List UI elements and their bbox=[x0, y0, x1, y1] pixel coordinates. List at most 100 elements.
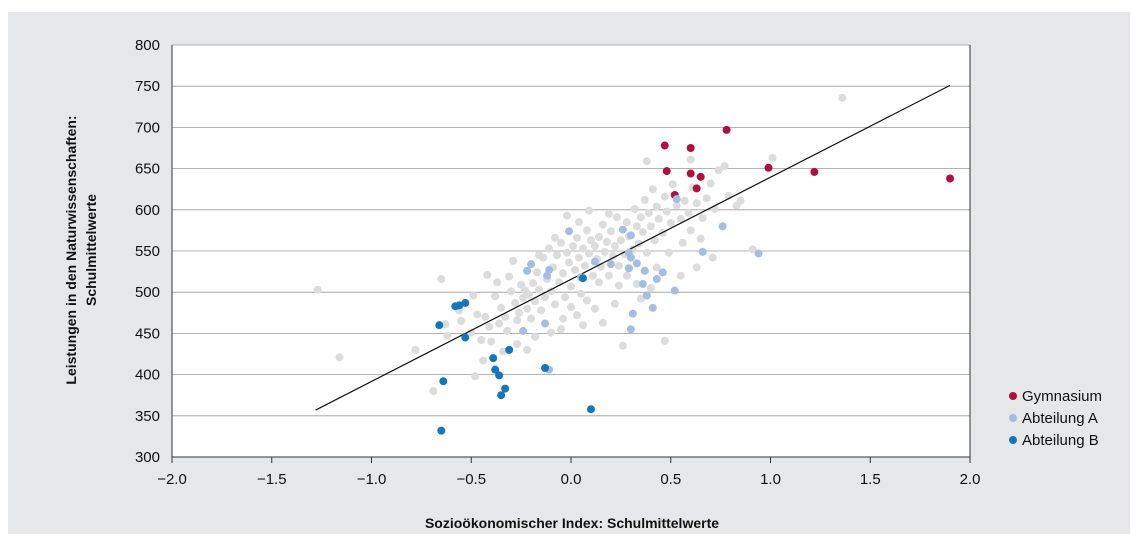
scatter-point-other bbox=[708, 253, 717, 262]
scatter-point-other bbox=[692, 199, 701, 208]
scatter-point-abteilung-a bbox=[527, 260, 536, 269]
scatter-point-abteilung-a bbox=[543, 271, 552, 280]
scatter-point-gymnasium bbox=[946, 174, 955, 183]
scatter-point-other bbox=[650, 236, 659, 245]
scatter-point-abteilung-a bbox=[590, 257, 599, 266]
y-tick-label: 450 bbox=[135, 325, 160, 342]
scatter-point-other bbox=[437, 275, 446, 284]
scatter-point-other bbox=[469, 291, 478, 300]
x-tick-label: −0.5 bbox=[456, 471, 486, 488]
scatter-point-other bbox=[632, 279, 641, 288]
scatter-point-abteilung-b bbox=[489, 354, 498, 363]
scatter-point-abteilung-b bbox=[437, 426, 446, 435]
scatter-point-abteilung-a bbox=[670, 286, 679, 295]
scatter-point-other bbox=[511, 298, 520, 307]
scatter-point-other bbox=[630, 204, 639, 213]
scatter-point-abteilung-b bbox=[461, 298, 470, 307]
scatter-point-other bbox=[588, 271, 597, 280]
scatter-point-abteilung-b bbox=[491, 365, 500, 374]
scatter-point-other bbox=[507, 287, 516, 296]
scatter-point-other bbox=[748, 245, 757, 254]
scatter-point-other bbox=[698, 214, 707, 223]
scatter-point-other bbox=[537, 306, 546, 315]
scatter-point-other bbox=[499, 347, 508, 356]
scatter-point-gymnasium bbox=[696, 172, 705, 181]
x-axis-title: Sozioökonomischer Index: Schulmittelwert… bbox=[425, 515, 719, 531]
legend-marker-abteilung-a bbox=[1009, 414, 1017, 422]
scatter-point-other bbox=[513, 316, 522, 325]
scatter-point-abteilung-b bbox=[461, 333, 470, 342]
scatter-point-other bbox=[606, 227, 615, 236]
scatter-point-other bbox=[563, 248, 572, 257]
scatter-point-other bbox=[652, 263, 661, 272]
scatter-point-other bbox=[335, 353, 344, 362]
scatter-point-other bbox=[838, 93, 847, 102]
tick-labels: 300 350 400 450 500 550 600 650 700 750 800 −2.0 −1.… bbox=[135, 37, 980, 488]
scatter-point-other bbox=[580, 261, 589, 270]
scatter-point-abteilung-a bbox=[640, 266, 649, 275]
x-tick-label: 1.0 bbox=[760, 471, 781, 488]
x-tick-label: −1.0 bbox=[357, 471, 387, 488]
scatter-point-other bbox=[572, 311, 581, 320]
scatter-point-abteilung-b bbox=[501, 384, 510, 393]
scatter-point-other bbox=[590, 242, 599, 251]
scatter-point-other bbox=[547, 328, 556, 337]
scatter-point-other bbox=[736, 196, 745, 205]
scatter-point-other bbox=[692, 263, 701, 272]
scatter-point-other bbox=[471, 372, 480, 381]
y-tick-label: 600 bbox=[135, 202, 160, 219]
scatter-point-abteilung-b bbox=[497, 391, 506, 400]
scatter-point-other bbox=[411, 345, 420, 354]
scatter-point-other bbox=[529, 279, 538, 288]
scatter-point-other bbox=[519, 293, 528, 302]
scatter-point-other bbox=[618, 341, 627, 350]
y-tick-label: 400 bbox=[135, 367, 160, 384]
scatter-point-abteilung-a bbox=[652, 275, 661, 284]
y-tick-label: 500 bbox=[135, 284, 160, 301]
scatter-point-other bbox=[541, 293, 550, 302]
scatter-point-other bbox=[483, 270, 492, 279]
scatter-point-other bbox=[666, 218, 675, 227]
scatter-point-abteilung-b bbox=[439, 377, 448, 386]
y-tick-label: 750 bbox=[135, 78, 160, 95]
scatter-point-abteilung-a bbox=[541, 319, 550, 328]
scatter-point-abteilung-a bbox=[626, 231, 635, 240]
legend-label-gymnasium: Gymnasium bbox=[1022, 388, 1102, 405]
scatter-point-gymnasium bbox=[686, 144, 695, 152]
axes bbox=[171, 45, 971, 463]
scatter-point-other bbox=[527, 314, 536, 323]
scatter-point-abteilung-a bbox=[606, 260, 615, 269]
scatter-point-other bbox=[652, 202, 661, 211]
scatter-point-other bbox=[648, 185, 657, 194]
scatter-point-abteilung-a bbox=[642, 291, 651, 300]
scatter-point-other bbox=[676, 214, 685, 223]
scatter-point-other bbox=[559, 269, 568, 278]
y-tick-label: 350 bbox=[135, 408, 160, 425]
scatter-point-other bbox=[590, 304, 599, 313]
legend-marker-gymnasium bbox=[1009, 392, 1017, 400]
scatter-point-other bbox=[680, 196, 689, 205]
scatter-point-other bbox=[473, 310, 482, 319]
scatter-point-abteilung-a bbox=[648, 303, 657, 312]
scatter-point-abteilung-b bbox=[541, 364, 550, 373]
scatter-point-other bbox=[545, 244, 554, 253]
scatter-point-other bbox=[646, 284, 655, 293]
legend-label-abteilung-a: Abteilung A bbox=[1022, 410, 1098, 427]
scatter-point-other bbox=[479, 356, 488, 365]
scatter-point-gymnasium bbox=[660, 141, 669, 150]
scatter-point-other bbox=[678, 238, 687, 247]
scatter-point-other bbox=[487, 337, 496, 346]
regression-line bbox=[315, 84, 951, 411]
scatter-point-abteilung-a bbox=[628, 309, 637, 318]
scatter-point-other bbox=[602, 237, 611, 246]
scatter-point-other bbox=[313, 285, 322, 294]
scatter-point-other bbox=[584, 206, 593, 215]
scatter-point-gymnasium bbox=[692, 184, 701, 193]
scatter-point-other bbox=[660, 192, 669, 201]
x-tick-label: 1.5 bbox=[860, 471, 881, 488]
scatter-point-other bbox=[535, 285, 544, 294]
scatter-point-other bbox=[578, 244, 587, 253]
scatter-point-other bbox=[696, 234, 705, 243]
x-tick-label: 2.0 bbox=[960, 471, 981, 488]
